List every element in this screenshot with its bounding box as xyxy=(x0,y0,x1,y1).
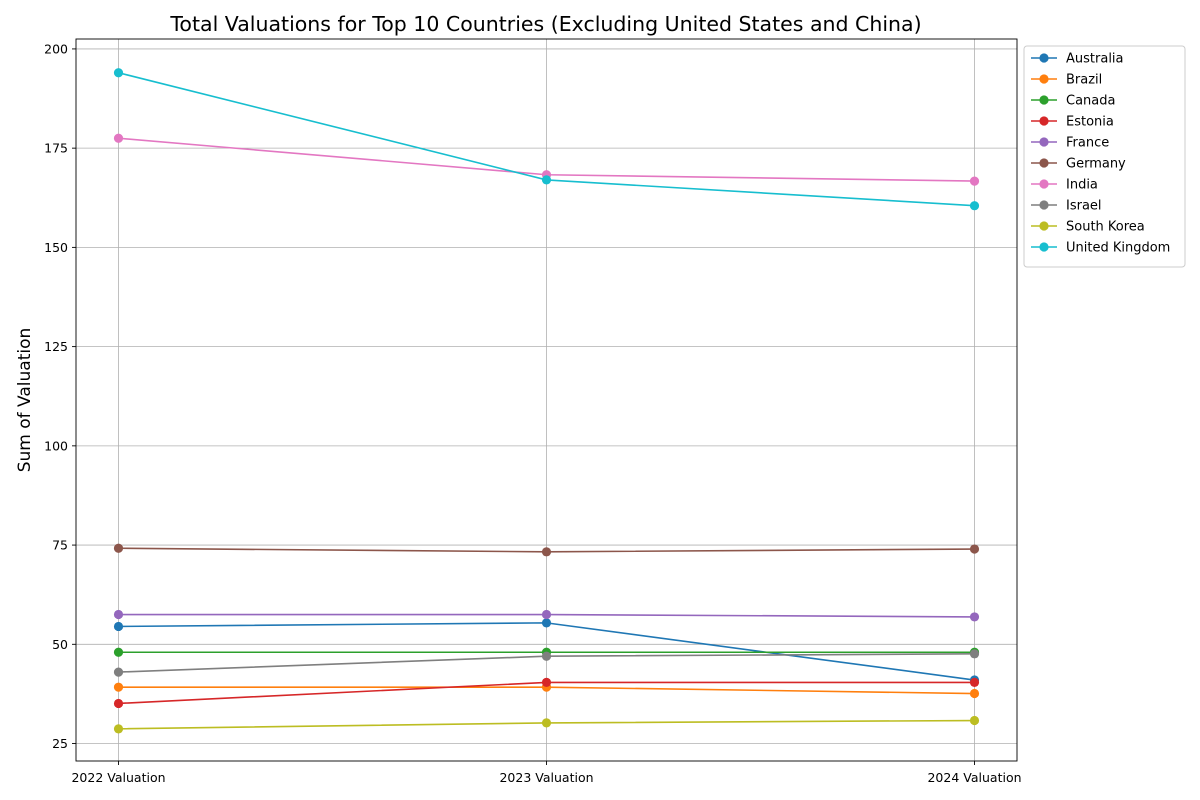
legend-swatch-marker xyxy=(1039,137,1049,147)
data-point-france xyxy=(969,612,980,622)
legend-swatch-marker xyxy=(1039,95,1049,105)
legend-item-estonia: Estonia xyxy=(1031,115,1114,130)
legend-swatch-marker xyxy=(1039,179,1049,189)
legend-item-india: India xyxy=(1031,178,1098,193)
legend-swatch-marker xyxy=(1039,116,1049,126)
legend-label: Estonia xyxy=(1066,115,1114,130)
legend-item-australia: Australia xyxy=(1031,52,1124,67)
y-axis-label: Sum of Valuation xyxy=(15,328,35,473)
y-tick-label: 200 xyxy=(44,41,68,56)
data-point-australia xyxy=(541,618,552,628)
legend-swatch-marker xyxy=(1039,74,1049,84)
legend-swatch-marker xyxy=(1039,53,1049,63)
data-point-south-korea xyxy=(541,718,552,728)
legend-item-brazil: Brazil xyxy=(1031,73,1102,88)
y-tick-label: 150 xyxy=(44,240,68,255)
legend-label: Israel xyxy=(1066,199,1102,214)
x-tick-label: 2024 Valuation xyxy=(927,770,1021,785)
data-point-france xyxy=(541,609,552,620)
x-tick-label: 2022 Valuation xyxy=(71,770,165,785)
legend-swatch-marker xyxy=(1039,158,1049,168)
series-estonia xyxy=(113,677,980,709)
legend-swatch-marker xyxy=(1039,221,1049,231)
series-south-korea xyxy=(113,715,980,734)
series-germany xyxy=(113,543,980,557)
series-united-kingdom xyxy=(113,68,980,211)
y-tick-label: 125 xyxy=(44,339,68,354)
data-point-estonia xyxy=(969,677,980,688)
legend: Australia Brazil Canada Estonia France German… xyxy=(1023,45,1186,268)
y-tick-label: 75 xyxy=(52,538,68,553)
chart-title: Total Valuations for Top 10 Countries (E… xyxy=(169,12,921,36)
data-point-france xyxy=(113,609,124,620)
legend-item-south-korea: South Korea xyxy=(1031,220,1145,235)
data-point-australia xyxy=(113,621,124,632)
data-point-germany xyxy=(969,544,980,554)
axes: 25 50 75 100 125 150 175 200 2022 Valuation 2023 … xyxy=(44,38,1022,785)
legend-item-canada: Canada xyxy=(1031,94,1115,109)
data-point-south-korea xyxy=(969,715,980,726)
legend-label: Brazil xyxy=(1066,73,1102,88)
data-point-india xyxy=(969,176,980,186)
legend-item-germany: Germany xyxy=(1031,157,1126,172)
data-point-estonia xyxy=(541,677,552,688)
y-tick-label: 175 xyxy=(44,141,68,156)
data-point-india xyxy=(113,133,124,143)
data-point-germany xyxy=(113,543,124,553)
x-tick-label: 2023 Valuation xyxy=(499,770,593,785)
data-point-canada xyxy=(113,647,124,657)
data-point-germany xyxy=(541,547,552,557)
legend-label: United Kingdom xyxy=(1066,241,1170,256)
legend-swatch-marker xyxy=(1039,200,1049,210)
legend-label: Canada xyxy=(1066,94,1115,109)
data-point-estonia xyxy=(113,698,124,709)
y-tick-label: 100 xyxy=(44,438,68,453)
legend-label: France xyxy=(1066,136,1109,151)
legend-label: India xyxy=(1066,178,1098,193)
legend-item-israel: Israel xyxy=(1031,199,1102,214)
data-point-south-korea xyxy=(113,724,124,734)
data-point-israel xyxy=(541,651,552,661)
legend-swatch-marker xyxy=(1039,242,1049,252)
data-point-brazil xyxy=(113,682,124,692)
legend-label: Australia xyxy=(1066,52,1124,67)
data-point-united-kingdom xyxy=(969,201,980,211)
data-point-israel xyxy=(969,649,980,659)
data-point-israel xyxy=(113,667,124,677)
series-israel xyxy=(113,649,980,677)
data-point-united-kingdom xyxy=(541,175,552,185)
data-point-united-kingdom xyxy=(113,68,124,78)
legend-label: Germany xyxy=(1066,157,1126,172)
legend-box xyxy=(1023,45,1186,268)
series-lines xyxy=(113,68,980,734)
y-tick-label: 50 xyxy=(52,637,68,652)
legend-item-france: France xyxy=(1031,136,1109,151)
series-france xyxy=(113,609,980,622)
legend-label: South Korea xyxy=(1066,220,1145,235)
legend-item-united-kingdom: United Kingdom xyxy=(1031,241,1170,256)
y-tick-label: 25 xyxy=(52,736,68,751)
data-point-brazil xyxy=(969,688,980,699)
